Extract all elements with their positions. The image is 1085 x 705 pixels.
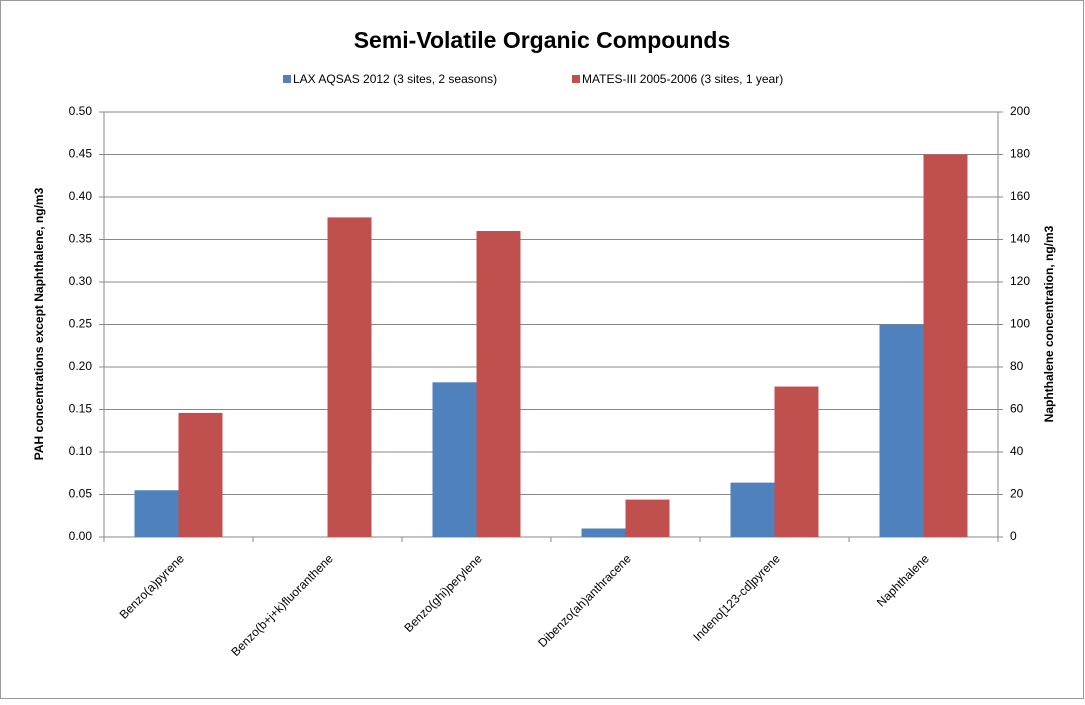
y-tick-label: 0.05 xyxy=(69,487,93,501)
y-tick-label: 0.30 xyxy=(69,274,93,288)
legend-label: MATES-III 2005-2006 (3 sites, 1 year) xyxy=(582,72,783,86)
y2-tick-label: 0 xyxy=(1010,529,1017,543)
bar xyxy=(581,528,626,537)
chart-title: Semi-Volatile Organic Compounds xyxy=(354,27,731,53)
bar xyxy=(625,499,670,537)
y-tick-label: 0.20 xyxy=(69,359,93,373)
y2-tick-label: 120 xyxy=(1010,274,1030,288)
bar xyxy=(923,154,968,537)
y2-tick-label: 100 xyxy=(1010,317,1030,331)
bar xyxy=(432,382,477,537)
y2-tick-label: 160 xyxy=(1010,189,1030,203)
bar xyxy=(178,412,223,537)
y-axis-label: PAH concentrations except Naphthalene, n… xyxy=(32,187,46,460)
legend-swatch xyxy=(572,75,580,83)
bar xyxy=(476,231,521,537)
y2-tick-label: 200 xyxy=(1010,104,1030,118)
legend-swatch xyxy=(283,75,291,83)
legend-label: LAX AQSAS 2012 (3 sites, 2 seasons) xyxy=(293,72,497,86)
y-tick-label: 0.45 xyxy=(69,147,93,161)
y-tick-label: 0.40 xyxy=(69,189,93,203)
y2-tick-label: 180 xyxy=(1010,147,1030,161)
y-tick-label: 0.25 xyxy=(69,317,93,331)
y-tick-label: 0.15 xyxy=(69,402,93,416)
y-tick-label: 0.50 xyxy=(69,104,93,118)
y-tick-label: 0.10 xyxy=(69,444,93,458)
y-tick-label: 0.35 xyxy=(69,232,93,246)
bar xyxy=(774,386,819,537)
y2-axis-label: Naphthalene concentration, ng/m3 xyxy=(1042,225,1056,422)
y2-tick-label: 20 xyxy=(1010,487,1024,501)
bar xyxy=(134,490,179,537)
y2-tick-label: 80 xyxy=(1010,359,1024,373)
bar xyxy=(879,324,924,537)
y2-tick-label: 140 xyxy=(1010,232,1030,246)
y-tick-label: 0.00 xyxy=(69,529,93,543)
y2-tick-label: 60 xyxy=(1010,402,1024,416)
bar xyxy=(327,217,372,537)
bar xyxy=(730,482,775,537)
y2-tick-label: 40 xyxy=(1010,444,1024,458)
